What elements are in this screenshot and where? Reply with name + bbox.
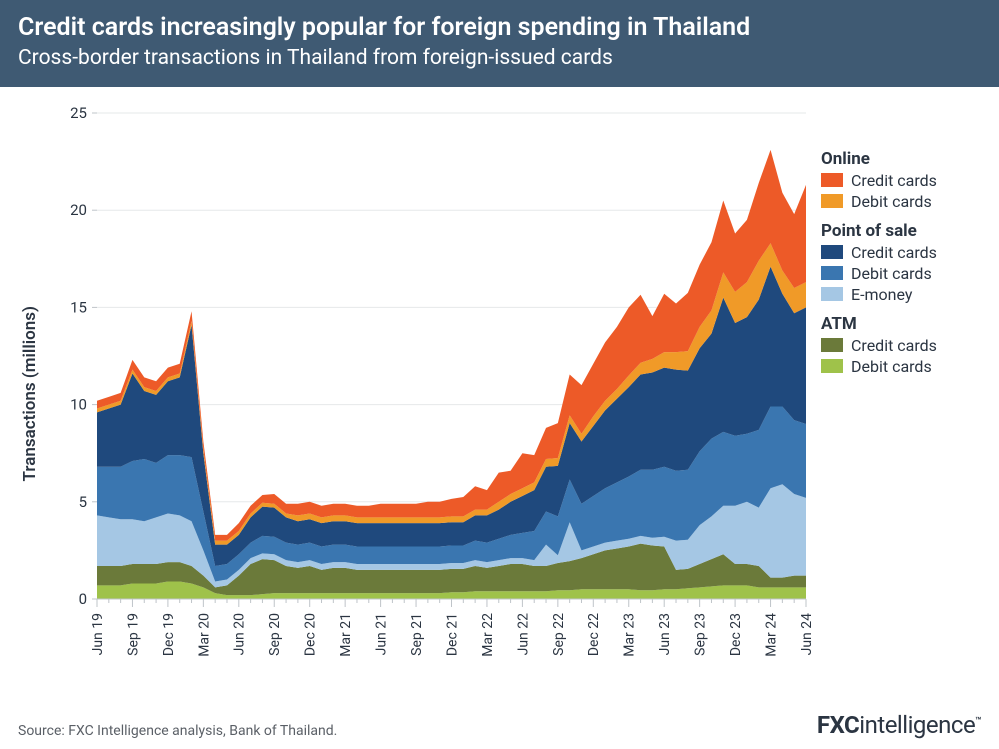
stacked-areas (97, 149, 806, 598)
legend-item: Debit cards (821, 192, 975, 211)
x-tick-label: Jun 20 (232, 612, 248, 655)
legend-label: Debit cards (851, 357, 932, 376)
x-tick-label: Jun 23 (657, 613, 673, 655)
legend-group-title: Point of sale (821, 221, 975, 241)
x-tick-label: Sep 19 (125, 613, 141, 656)
chart-area: Transactions (millions) 0 5 10 15 20 25 Jun 19… (0, 87, 999, 681)
y-tick-label: 20 (70, 201, 87, 219)
plot-container: 0 5 10 15 20 25 Jun 19 Sep 19 Dec 19 Mar 20 Jun 20… (44, 107, 813, 681)
x-tick-label: Mar 20 (196, 612, 212, 656)
chart-header: Credit cards increasingly popular for fo… (0, 0, 999, 87)
x-tick-label: Dec 19 (161, 613, 177, 656)
legend-item: E-money (821, 285, 975, 304)
legend-swatch (821, 245, 843, 259)
legend-swatch (821, 359, 843, 373)
chart-subtitle: Cross-border transactions in Thailand fr… (18, 45, 981, 72)
brand-logo: FXCintelligence™ (817, 711, 981, 739)
legend-item: Debit cards (821, 264, 975, 283)
legend-item: Credit cards (821, 243, 975, 262)
x-tick-label: Dec 21 (444, 613, 460, 656)
x-tick-label: Dec 20 (303, 612, 319, 655)
stacked-area-chart: 0 5 10 15 20 25 Jun 19 Sep 19 Dec 19 Mar 20 Jun 20… (52, 107, 812, 677)
x-tick-label: Jun 24 (799, 612, 812, 655)
legend-group-title: ATM (821, 314, 975, 334)
brand-strong: FXC (817, 711, 859, 739)
legend-group-title: Online (821, 149, 975, 169)
legend-item: Credit cards (821, 171, 975, 190)
chart-title: Credit cards increasingly popular for fo… (18, 12, 981, 43)
brand-light: intelligence (859, 711, 975, 739)
legend-swatch (821, 173, 843, 187)
x-tick-label: Sep 21 (409, 613, 425, 656)
x-tick-label: Sep 23 (693, 613, 709, 656)
x-tick-label: Jun 22 (515, 612, 531, 655)
legend-swatch (821, 338, 843, 352)
legend-label: E-money (851, 285, 912, 304)
x-tick-label: Mar 22 (480, 612, 496, 656)
y-tick-label: 25 (70, 107, 87, 122)
legend-label: Credit cards (851, 336, 937, 355)
x-tick-label: Sep 22 (551, 612, 567, 655)
x-tick-label: Mar 24 (763, 612, 779, 656)
legend-item: Debit cards (821, 357, 975, 376)
legend-label: Credit cards (851, 243, 937, 262)
y-tick-label: 15 (70, 298, 87, 316)
x-tick-label: Jun 19 (90, 613, 106, 655)
brand-trademark: ™ (975, 716, 981, 727)
y-tick-label: 0 (79, 590, 87, 608)
y-tick-label: 5 (79, 492, 87, 510)
x-tick-label: Mar 21 (338, 613, 354, 657)
source-text: Source: FXC Intelligence analysis, Bank … (18, 723, 337, 739)
legend-label: Debit cards (851, 264, 932, 283)
legend-label: Debit cards (851, 192, 932, 211)
legend-swatch (821, 194, 843, 208)
chart-footer: Source: FXC Intelligence analysis, Bank … (18, 711, 981, 739)
y-axis-label: Transactions (millions) (16, 306, 44, 481)
x-tick-label: Sep 20 (267, 612, 283, 655)
legend-item: Credit cards (821, 336, 975, 355)
x-tick-label: Mar 23 (622, 613, 638, 657)
legend-swatch (821, 266, 843, 280)
x-tick-label: Dec 22 (586, 612, 602, 655)
chart-legend: Online Credit cards Debit cards Point of sa… (813, 107, 983, 681)
legend-label: Credit cards (851, 171, 937, 190)
y-tick-label: 10 (70, 395, 87, 413)
x-tick-label: Jun 21 (374, 613, 390, 655)
legend-swatch (821, 287, 843, 301)
x-tick-label: Dec 23 (728, 613, 744, 656)
